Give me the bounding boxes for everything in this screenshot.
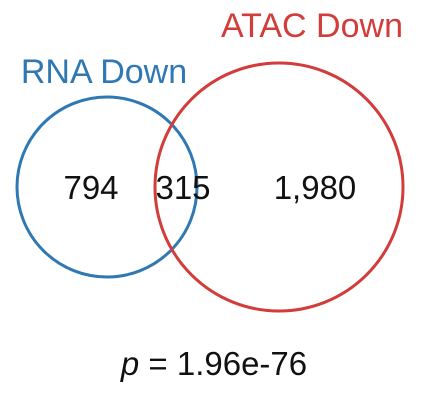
p-value: p = 1.96e-76 xyxy=(120,345,307,382)
atac-down-label: ATAC Down xyxy=(221,7,403,45)
atac-only-count: 1,980 xyxy=(274,169,357,206)
atac-down-circle xyxy=(153,61,405,313)
rna-down-circle xyxy=(15,95,199,279)
rna-only-count: 794 xyxy=(63,169,118,206)
overlap-count: 315 xyxy=(155,169,210,206)
rna-down-label: RNA Down xyxy=(21,53,187,91)
p-value-text: = 1.96e-76 xyxy=(139,345,307,382)
p-symbol: p xyxy=(120,345,139,382)
